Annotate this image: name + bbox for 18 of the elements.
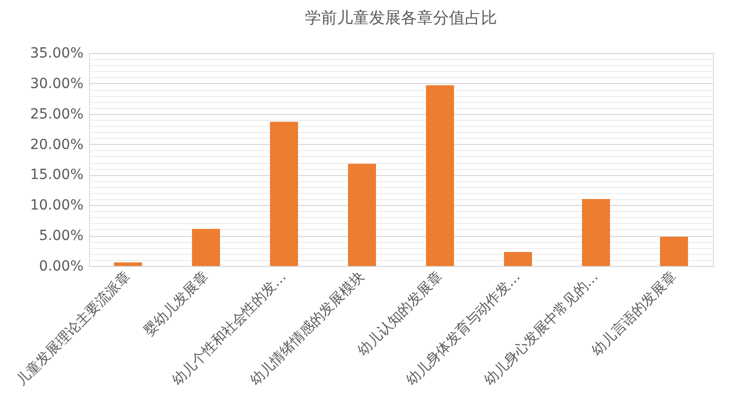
- bar: [426, 85, 454, 266]
- chart-title: 学前儿童发展各章分值占比: [305, 8, 497, 27]
- y-tick-label: 15.00%: [30, 167, 84, 184]
- y-tick-label: 35.00%: [30, 46, 84, 62]
- bar: [192, 228, 220, 266]
- x-tick-label: 婴幼儿发展章: [140, 268, 212, 340]
- y-tick-label: 30.00%: [30, 76, 84, 92]
- y-tick-label: 25.00%: [30, 106, 84, 122]
- y-tick-label: 5.00%: [39, 228, 84, 244]
- bar: [582, 199, 610, 266]
- bar: [348, 164, 376, 266]
- bar: [270, 122, 298, 266]
- bar: [660, 236, 688, 266]
- y-tick-label: 0.00%: [39, 258, 84, 274]
- bar: [114, 262, 142, 266]
- y-tick-label: 20.00%: [30, 136, 84, 153]
- y-tick-label: 10.00%: [30, 198, 84, 214]
- bar: [504, 252, 532, 266]
